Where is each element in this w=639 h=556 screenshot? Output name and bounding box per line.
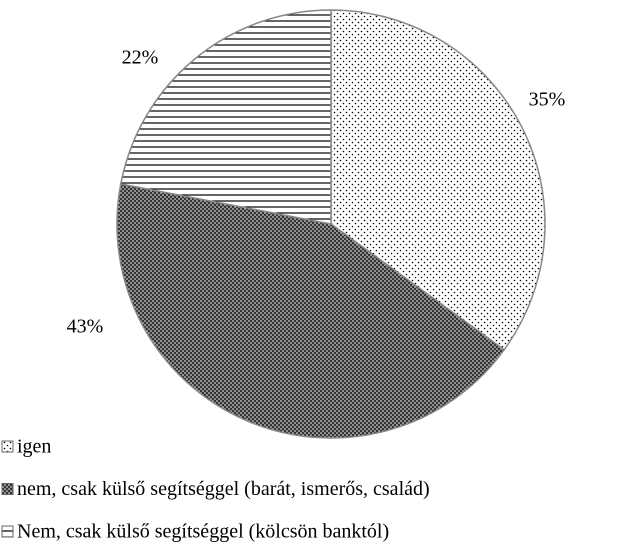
legend-swatch xyxy=(1,440,14,453)
pie-slice xyxy=(116,183,506,439)
legend-label: igen xyxy=(17,436,51,458)
data-label: 35% xyxy=(529,89,566,111)
legend-swatch xyxy=(1,525,14,538)
data-label: 43% xyxy=(67,316,104,338)
legend-label: Nem, csak külső segítséggel (kölcsön ban… xyxy=(17,521,389,543)
pie-slice xyxy=(330,9,546,351)
legend-swatch xyxy=(1,483,14,495)
data-label: 22% xyxy=(122,47,159,69)
pie-slice xyxy=(119,9,332,225)
legend-label: nem, csak külső segítséggel (barát, isme… xyxy=(17,478,430,500)
